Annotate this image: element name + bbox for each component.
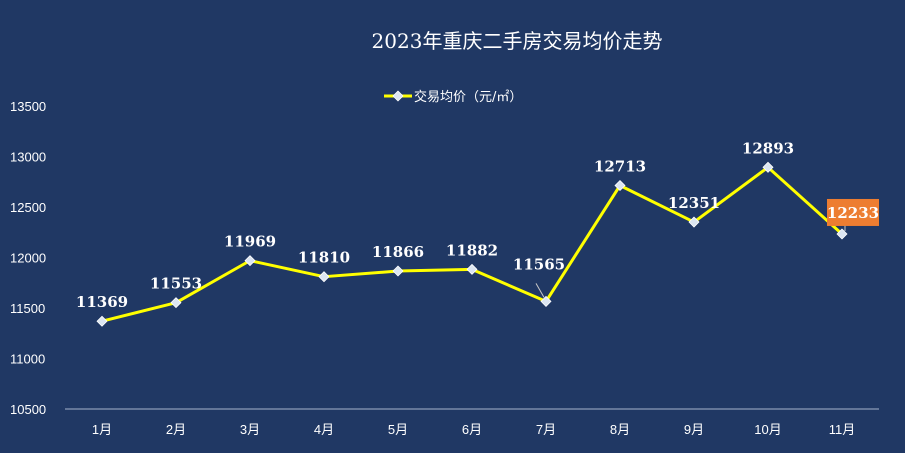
x-tick-label: 4月 [314, 422, 334, 437]
x-tick-label: 9月 [684, 422, 704, 437]
y-tick-label: 12000 [10, 251, 46, 266]
legend: 交易均价（元/㎡） [384, 89, 522, 105]
data-label: 11969 [224, 233, 276, 251]
data-point [836, 228, 848, 240]
data-label: 11553 [150, 275, 202, 293]
data-label: 11810 [298, 249, 350, 267]
data-point [96, 315, 108, 327]
y-tick-label: 11000 [10, 352, 45, 367]
label-leader-line [535, 283, 545, 298]
data-label: 11369 [76, 293, 128, 311]
x-axis-ticks: 1月 2月 3月 4月 5月 6月 7月 8月 9月 10月 11月 [92, 422, 855, 437]
data-label: 12351 [668, 194, 720, 212]
data-label: 11866 [372, 243, 424, 261]
data-point [244, 255, 256, 267]
data-point [540, 295, 552, 307]
data-point [170, 297, 182, 309]
data-point [762, 161, 774, 173]
data-point [466, 263, 478, 275]
y-axis-ticks: 10500 11000 11500 12000 12500 13000 13500 [10, 99, 46, 417]
data-point [318, 271, 330, 283]
x-tick-label: 5月 [388, 422, 408, 437]
legend-marker-sample [392, 90, 404, 102]
x-tick-label: 8月 [610, 422, 630, 437]
data-label: 12713 [594, 157, 646, 175]
chart-title: 2023年重庆二手房交易均价走势 [372, 29, 663, 53]
x-tick-label: 2月 [166, 422, 186, 437]
x-tick-label: 10月 [754, 422, 781, 437]
data-label: 12893 [742, 139, 794, 157]
data-point [614, 179, 626, 192]
y-tick-label: 11500 [10, 301, 45, 316]
x-tick-label: 3月 [240, 422, 260, 437]
data-label: 11565 [513, 255, 565, 273]
x-tick-label: 11月 [829, 422, 856, 437]
legend-label: 交易均价（元/㎡） [414, 89, 522, 105]
data-label: 12233 [827, 204, 879, 222]
data-point [688, 216, 700, 228]
data-point [392, 265, 404, 277]
highlight-label-box [827, 198, 879, 226]
x-tick-label: 6月 [462, 422, 482, 437]
data-label: 11882 [446, 241, 498, 259]
y-tick-label: 12500 [10, 200, 46, 215]
y-tick-label: 10500 [10, 402, 46, 417]
y-tick-label: 13500 [10, 99, 46, 114]
x-tick-label: 1月 [92, 422, 112, 437]
y-tick-label: 13000 [10, 150, 46, 165]
x-tick-label: 7月 [536, 422, 556, 437]
series-layer: 11369 11553 11969 11810 11866 11882 11565 12713… [76, 139, 879, 327]
